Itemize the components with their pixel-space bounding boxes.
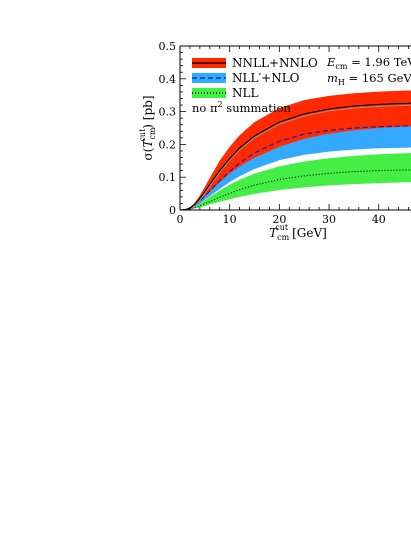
y-tick-label: 0.3 [159,106,177,119]
band-nllprime [180,115,411,210]
legend-entry-nnll: NNLL+NNLO [192,56,318,70]
y-tick-label: 0 [169,204,176,217]
curve-nllprime [180,125,411,210]
y-axis-title: σ(Tcmcut) [pb] [138,95,157,160]
y-tick-label: 0.5 [159,40,177,53]
curve-nll [180,169,411,210]
y-tick-label: 0.2 [159,138,177,151]
tick-labels: 0 10 20 30 40 0 0.1 0.2 0.3 0.4 0.5 [159,40,386,226]
uncertainty-bands [180,90,411,210]
legend-entry-nllprime: NLL′+NLO [192,71,300,85]
axes [179,45,411,211]
legend-label-nnll: NNLL+NNLO [232,56,318,70]
x-tick-label: 40 [372,213,386,226]
band-nnll [180,90,411,210]
curve-nnll-reference [180,104,411,210]
legend-label-nll: NLL [232,86,258,100]
central-curves [180,102,411,210]
band-nll [180,153,411,210]
annotation-ecm: Ecm = 1.96 TeV [326,55,411,71]
curve-nnll [180,102,411,210]
x-tick-label: 20 [272,213,286,226]
y-tick-label: 0.1 [159,171,177,184]
legend-note: no π2 summation [192,100,291,115]
x-axis-title: Tcmcut [GeV] [269,223,327,242]
y-tick-label: 0.4 [159,73,177,86]
legend: NNLL+NNLO NLL′+NLO NLL no π2 summation [192,56,318,115]
legend-swatch-nll [192,88,226,98]
legend-label-nllprime: NLL′+NLO [232,71,300,85]
x-tick-label: 30 [322,213,336,226]
x-tick-label: 0 [177,213,184,226]
annotation-mh: mH = 165 GeV [327,71,411,87]
x-tick-label: 10 [223,213,237,226]
legend-entry-nll: NLL [192,86,258,100]
